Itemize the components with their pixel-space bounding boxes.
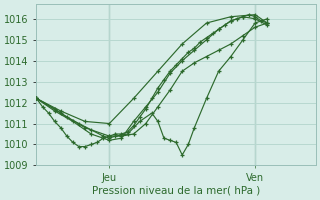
X-axis label: Pression niveau de la mer( hPa ): Pression niveau de la mer( hPa ) (92, 186, 260, 196)
